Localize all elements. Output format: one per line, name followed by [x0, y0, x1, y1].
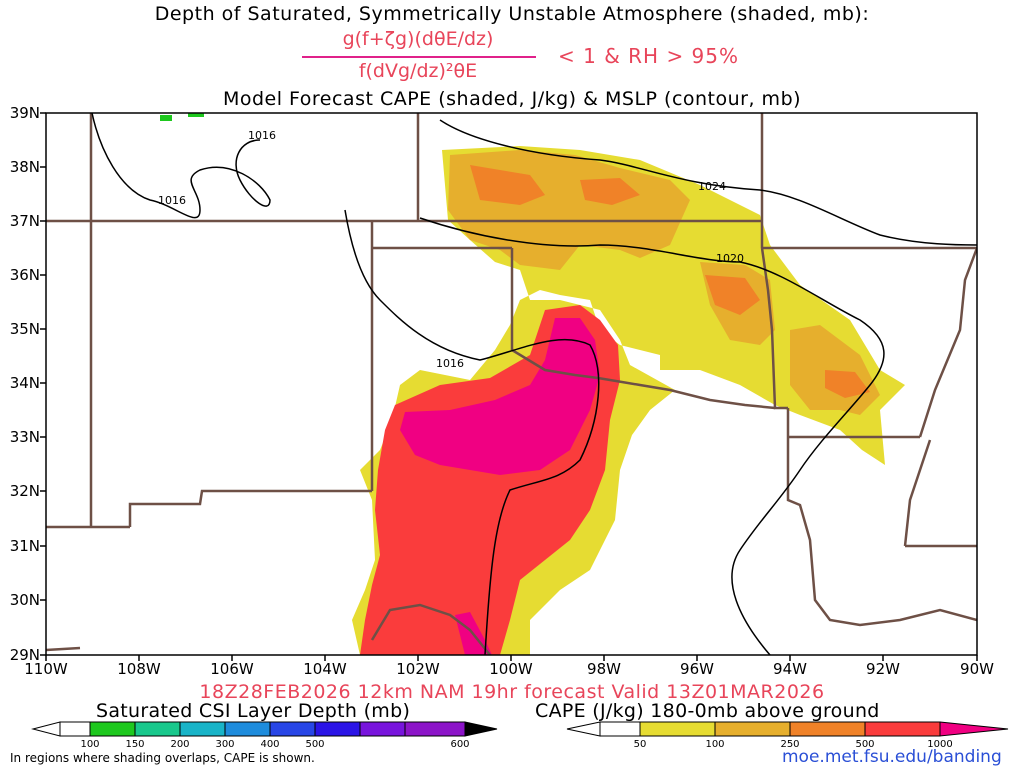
- lon-label: 104W: [303, 660, 347, 678]
- state-borders: [46, 113, 977, 655]
- lat-label: 33N: [9, 428, 40, 446]
- source-url[interactable]: moe.met.fsu.edu/banding: [782, 747, 1002, 767]
- lon-label: 94W: [773, 660, 807, 678]
- lon-label: 100W: [489, 660, 533, 678]
- cape-colorbar: [566, 721, 1009, 737]
- lat-label: 38N: [9, 158, 40, 176]
- cape-colorbar-title: CAPE (J/kg) 180-0mb above ground: [535, 700, 880, 722]
- valid-time: 18Z28FEB2026 12km NAM 19hr forecast Vali…: [199, 681, 825, 703]
- csi-colorbar-label: 100: [80, 739, 100, 750]
- lat-label: 34N: [9, 374, 40, 392]
- lon-label: 102W: [396, 660, 440, 678]
- cape-colorbar-label: 1000: [927, 739, 953, 750]
- lat-label: 39N: [9, 104, 40, 122]
- isobar-label: 1020: [716, 252, 744, 265]
- formula-numerator: g(f+ζg)(dθE/dz): [342, 28, 494, 50]
- lat-label: 29N: [9, 646, 40, 664]
- lon-label: 110W: [24, 660, 68, 678]
- lon-label: 98W: [587, 660, 621, 678]
- lon-label: 90W: [960, 660, 994, 678]
- csi-colorbar-label: 200: [170, 739, 190, 750]
- cape-colorbar-label: 500: [855, 739, 875, 750]
- map-subtitle: Model Forecast CAPE (shaded, J/kg) & MSL…: [222, 88, 802, 110]
- isobar-label: 1016: [158, 194, 186, 207]
- lat-label: 37N: [9, 212, 40, 230]
- lon-label: 108W: [117, 660, 161, 678]
- formula-condition: < 1 & RH > 95%: [558, 44, 740, 68]
- overlap-note: In regions where shading overlaps, CAPE …: [10, 751, 315, 765]
- mslp-contours: [91, 113, 977, 655]
- lat-label: 31N: [9, 537, 40, 555]
- map-title: Depth of Saturated, Symmetrically Unstab…: [154, 3, 870, 25]
- csi-colorbar-label: 400: [260, 739, 280, 750]
- cape-colorbar-label: 50: [633, 739, 647, 750]
- axis-ticks: [40, 112, 978, 661]
- lat-label: 32N: [9, 482, 40, 500]
- csi-colorbar-label: 600: [450, 739, 470, 750]
- lon-label: 96W: [680, 660, 714, 678]
- isobar-label: 1016: [248, 129, 276, 142]
- isobar-label: 1016: [436, 357, 464, 370]
- lat-label: 36N: [9, 266, 40, 284]
- csi-colorbar-title: Saturated CSI Layer Depth (mb): [96, 700, 411, 722]
- csi-colorbar-label: 500: [305, 739, 325, 750]
- csi-colorbar-label: 300: [215, 739, 235, 750]
- cape-colorbar-label: 100: [705, 739, 725, 750]
- lat-label: 35N: [9, 320, 40, 338]
- lat-label: 30N: [9, 591, 40, 609]
- csi-colorbar-label: 150: [125, 739, 145, 750]
- cape-colorbar-label: 250: [780, 739, 800, 750]
- isobar-label: 1024: [698, 180, 726, 193]
- formula-fraction-bar: [302, 56, 536, 58]
- csi-colorbar: [31, 721, 498, 737]
- formula-denominator: f(dVg/dz)²θE: [358, 60, 478, 82]
- lon-label: 106W: [210, 660, 254, 678]
- lon-label: 92W: [866, 660, 900, 678]
